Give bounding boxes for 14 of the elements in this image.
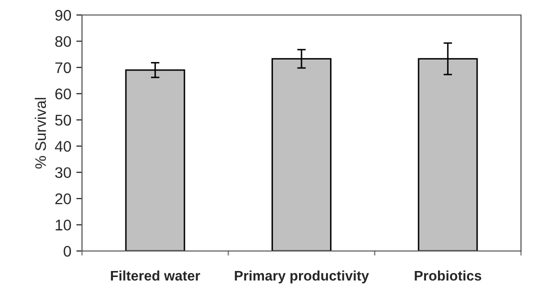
y-tick-label: 60: [55, 88, 71, 100]
y-tick-label: 70: [55, 62, 71, 74]
y-tick-label: 10: [56, 220, 71, 230]
y-tick-label: 40: [54, 140, 71, 152]
y-tick-label: 50: [55, 114, 71, 126]
y-axis-title: % Survival: [34, 98, 46, 169]
x-tick-label: Filtered water: [110, 270, 200, 281]
y-tick-label: 80: [55, 36, 71, 47]
y-tick-label: 90: [55, 10, 71, 21]
y-tick-label: 20: [55, 193, 71, 204]
x-tick-label: Probiotics: [414, 270, 482, 281]
x-tick-label: Primary productivity: [234, 270, 369, 284]
y-tick-label: 30: [55, 167, 71, 178]
y-tick-label: 0: [64, 246, 71, 257]
